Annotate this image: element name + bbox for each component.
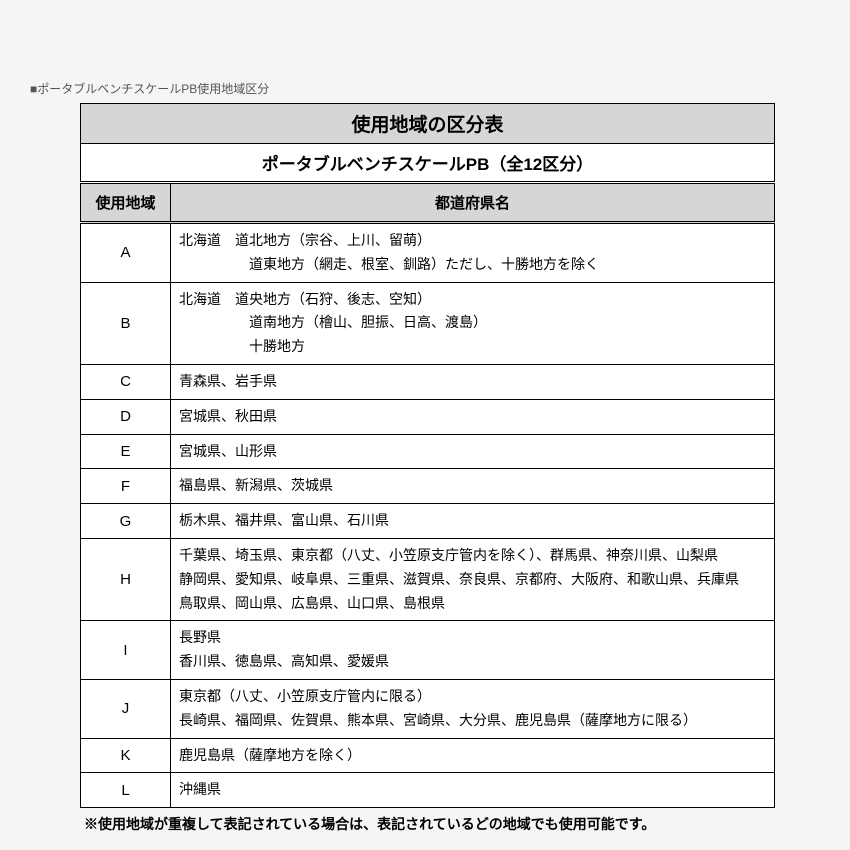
region-cell: I xyxy=(81,621,171,680)
region-cell: B xyxy=(81,282,171,364)
table-row: E宮城県、山形県 xyxy=(81,434,775,469)
table-row: G栃木県、福井県、富山県、石川県 xyxy=(81,504,775,539)
region-cell: D xyxy=(81,399,171,434)
table-subtitle: ポータブルベンチスケールPB（全12区分） xyxy=(81,144,775,183)
prefecture-cell: 北海道 道北地方（宗谷、上川、留萌）道東地方（網走、根室、釧路）ただし、十勝地方… xyxy=(171,223,775,283)
prefecture-cell: 長野県香川県、徳島県、高知県、愛媛県 xyxy=(171,621,775,680)
caption-text: ■ポータブルベンチスケールPB使用地域区分 xyxy=(30,80,820,97)
col-head-region: 使用地域 xyxy=(81,183,171,223)
table-row: C青森県、岩手県 xyxy=(81,364,775,399)
prefecture-cell: 鹿児島県（薩摩地方を除く） xyxy=(171,738,775,773)
prefecture-cell: 福島県、新潟県、茨城県 xyxy=(171,469,775,504)
region-cell: L xyxy=(81,773,171,808)
region-cell: G xyxy=(81,504,171,539)
table-row: L沖縄県 xyxy=(81,773,775,808)
prefecture-cell: 宮城県、秋田県 xyxy=(171,399,775,434)
table-row: K鹿児島県（薩摩地方を除く） xyxy=(81,738,775,773)
table-row: J東京都（八丈、小笠原支庁管内に限る）長崎県、福岡県、佐賀県、熊本県、宮崎県、大… xyxy=(81,679,775,738)
region-cell: J xyxy=(81,679,171,738)
table-container: 使用地域の区分表 ポータブルベンチスケールPB（全12区分） 使用地域 都道府県… xyxy=(80,103,775,834)
footnote-text: ※使用地域が重複して表記されている場合は、表記されているどの地域でも使用可能です… xyxy=(80,814,775,834)
prefecture-cell: 青森県、岩手県 xyxy=(171,364,775,399)
prefecture-cell: 沖縄県 xyxy=(171,773,775,808)
prefecture-cell: 北海道 道央地方（石狩、後志、空知）道南地方（檜山、胆振、日高、渡島）十勝地方 xyxy=(171,282,775,364)
region-cell: E xyxy=(81,434,171,469)
prefecture-cell: 東京都（八丈、小笠原支庁管内に限る）長崎県、福岡県、佐賀県、熊本県、宮崎県、大分… xyxy=(171,679,775,738)
prefecture-cell: 宮城県、山形県 xyxy=(171,434,775,469)
region-cell: K xyxy=(81,738,171,773)
table-row: F福島県、新潟県、茨城県 xyxy=(81,469,775,504)
region-cell: H xyxy=(81,538,171,620)
region-cell: C xyxy=(81,364,171,399)
table-row: D宮城県、秋田県 xyxy=(81,399,775,434)
col-head-pref: 都道府県名 xyxy=(171,183,775,223)
prefecture-cell: 千葉県、埼玉県、東京都（八丈、小笠原支庁管内を除く）、群馬県、神奈川県、山梨県静… xyxy=(171,538,775,620)
table-row: A北海道 道北地方（宗谷、上川、留萌）道東地方（網走、根室、釧路）ただし、十勝地… xyxy=(81,223,775,283)
prefecture-cell: 栃木県、福井県、富山県、石川県 xyxy=(171,504,775,539)
table-row: H千葉県、埼玉県、東京都（八丈、小笠原支庁管内を除く）、群馬県、神奈川県、山梨県… xyxy=(81,538,775,620)
table-row: B北海道 道央地方（石狩、後志、空知）道南地方（檜山、胆振、日高、渡島）十勝地方 xyxy=(81,282,775,364)
table-title: 使用地域の区分表 xyxy=(81,104,775,144)
region-cell: F xyxy=(81,469,171,504)
region-cell: A xyxy=(81,223,171,283)
table-row: I長野県香川県、徳島県、高知県、愛媛県 xyxy=(81,621,775,680)
region-table: 使用地域の区分表 ポータブルベンチスケールPB（全12区分） 使用地域 都道府県… xyxy=(80,103,775,808)
